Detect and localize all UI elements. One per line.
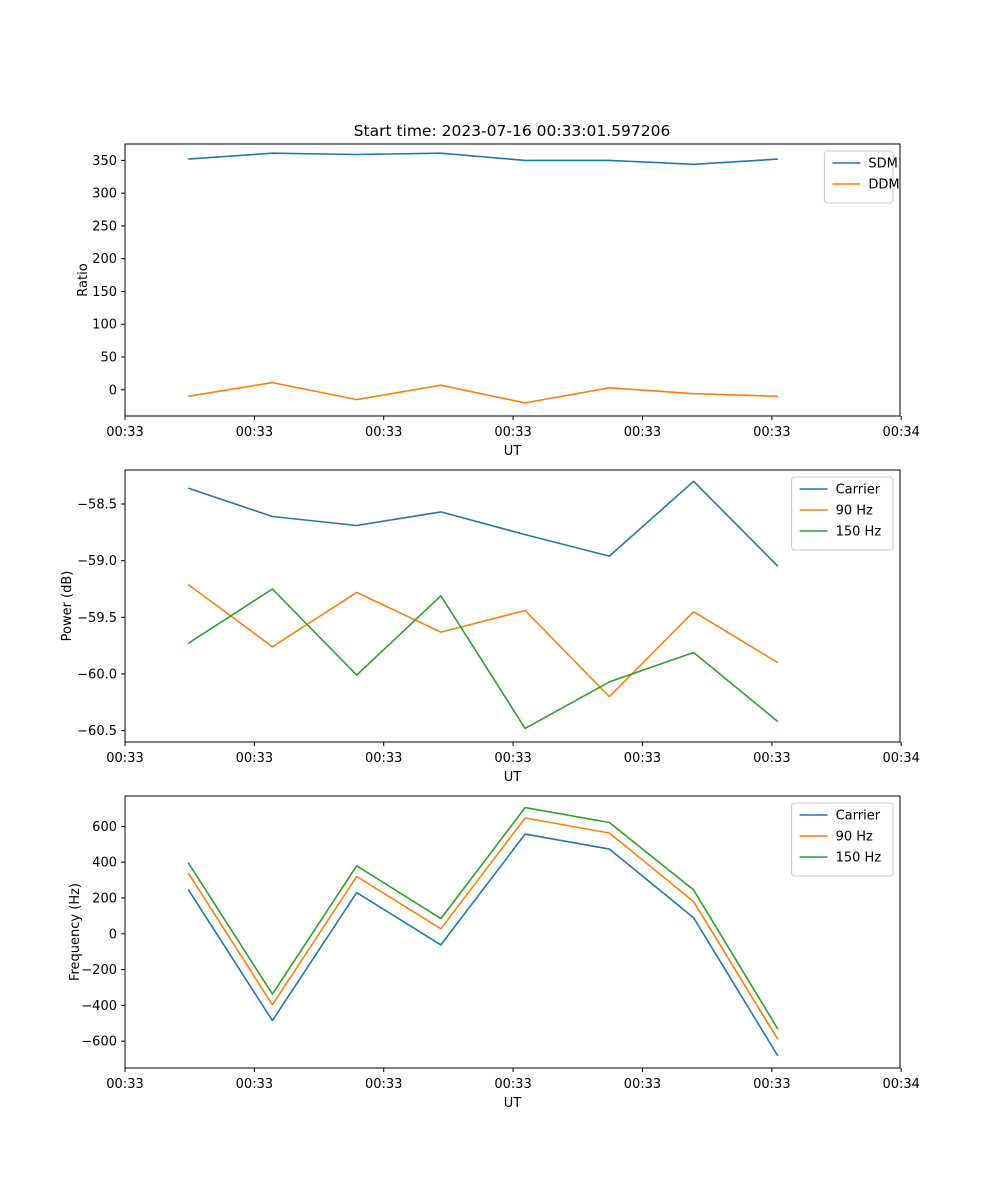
y-axis-label: Frequency (Hz) — [68, 883, 83, 981]
subplot-1: 00:33 00:33 00:33 00:33 00:33 00:33 00:34 0 50 10… — [76, 143, 920, 459]
legend: Carrier 90 Hz 150 Hz — [791, 802, 894, 877]
series-line-carrier — [187, 833, 779, 1057]
y-tick-label: −59.5 — [77, 611, 117, 626]
subplot-3: 00:33 00:33 00:33 00:33 00:33 00:33 00:34 600 40… — [68, 795, 920, 1111]
x-tick-label: 00:33 — [753, 751, 790, 766]
x-tick-label: 00:33 — [106, 751, 143, 766]
x-tick-label: 00:33 — [494, 425, 531, 440]
chart-title: Start time: 2023-07-16 00:33:01.597206 — [354, 122, 671, 140]
y-tick-label: −200 — [81, 963, 117, 978]
x-tick-label: 00:34 — [882, 1077, 919, 1092]
y-tick-label: −400 — [81, 999, 117, 1014]
legend-label: 90 Hz — [836, 830, 873, 845]
legend-box — [823, 150, 894, 204]
y-tick-label: −600 — [81, 1035, 117, 1050]
series-line-ddm — [188, 381, 778, 404]
x-tick-label: 00:33 — [494, 1077, 531, 1092]
subplot-2: 00:33 00:33 00:33 00:33 00:33 00:33 00:34 −58.5… — [60, 469, 920, 785]
legend-label: 150 Hz — [836, 851, 882, 866]
y-tick-label: 600 — [92, 820, 117, 835]
y-tick-label: −59.0 — [77, 554, 117, 569]
x-axis-label: UT — [504, 770, 522, 785]
y-tick-label: −60.0 — [77, 668, 117, 683]
x-tick-label: 00:33 — [753, 1077, 790, 1092]
legend-label: Carrier — [836, 809, 881, 824]
y-tick-label: −60.5 — [77, 724, 117, 739]
x-tick-label: 00:33 — [365, 751, 402, 766]
x-tick-label: 00:34 — [882, 751, 919, 766]
legend-label: SDM — [868, 157, 897, 172]
x-tick-label: 00:34 — [882, 425, 919, 440]
series-line-150-hz — [187, 588, 779, 730]
legend-label: 90 Hz — [836, 504, 873, 519]
y-tick-label: 400 — [92, 856, 117, 871]
x-tick-label: 00:33 — [106, 1077, 143, 1092]
y-tick-label: −58.5 — [77, 498, 117, 513]
x-axis-label: UT — [504, 1096, 522, 1111]
series-line-carrier — [187, 480, 779, 567]
y-tick-label: 0 — [109, 927, 117, 942]
y-tick-label: 300 — [92, 187, 117, 202]
x-tick-label: 00:33 — [236, 751, 273, 766]
y-axis-label: Power (dB) — [60, 571, 75, 642]
y-tick-label: 0 — [109, 383, 117, 398]
x-axis-label: UT — [504, 444, 522, 459]
x-tick-label: 00:33 — [753, 425, 790, 440]
y-tick-label: 150 — [92, 285, 117, 300]
legend: SDM DDM — [823, 150, 900, 204]
x-tick-label: 00:33 — [494, 751, 531, 766]
x-tick-label: 00:33 — [365, 1077, 402, 1092]
legend-label: Carrier — [836, 483, 881, 498]
legend-label: DDM — [868, 178, 899, 193]
y-tick-label: 100 — [92, 318, 117, 333]
x-tick-label: 00:33 — [624, 1077, 661, 1092]
x-tick-label: 00:33 — [236, 1077, 273, 1092]
y-tick-label: 200 — [92, 252, 117, 267]
y-tick-label: 200 — [92, 892, 117, 907]
y-axis-label: Ratio — [76, 263, 91, 296]
x-tick-label: 00:33 — [106, 425, 143, 440]
series-line-90-hz — [187, 817, 779, 1040]
y-tick-label: 250 — [92, 219, 117, 234]
legend: Carrier 90 Hz 150 Hz — [791, 476, 894, 551]
series-line-90-hz — [187, 583, 779, 698]
x-tick-label: 00:33 — [365, 425, 402, 440]
axes-frame — [124, 469, 901, 743]
legend-label: 150 Hz — [836, 525, 882, 540]
series-line-150-hz — [187, 806, 779, 1030]
axes-frame — [124, 795, 901, 1069]
x-tick-label: 00:33 — [236, 425, 273, 440]
x-tick-label: 00:33 — [624, 751, 661, 766]
axes-frame — [124, 143, 901, 417]
y-tick-label: 350 — [92, 154, 117, 169]
series-line-sdm — [188, 152, 778, 166]
x-tick-label: 00:33 — [624, 425, 661, 440]
y-tick-label: 50 — [100, 351, 117, 366]
